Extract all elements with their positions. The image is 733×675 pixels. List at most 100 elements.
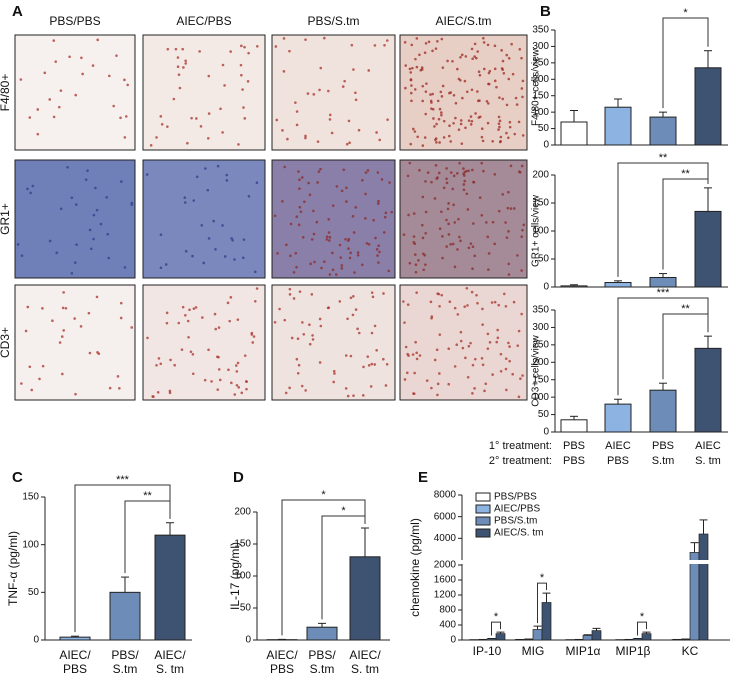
- stain-dot: [507, 77, 511, 81]
- stain-dot: [465, 169, 468, 173]
- significance-bracket: [617, 162, 709, 277]
- stain-dot: [354, 308, 358, 311]
- stain-dot: [68, 55, 71, 59]
- stain-dot: [502, 71, 506, 75]
- column-header: AIEC/S.tm: [435, 14, 491, 28]
- stain-dot: [119, 180, 123, 183]
- stain-dot: [247, 51, 250, 55]
- stain-dot: [495, 340, 499, 344]
- treatment-value: PBS: [563, 455, 585, 467]
- stain-dot: [235, 370, 239, 373]
- stain-dot: [426, 171, 430, 174]
- significance-bracket: [537, 582, 547, 624]
- stain-dot: [297, 170, 300, 173]
- stain-dot: [370, 331, 374, 335]
- stain-dot: [219, 107, 222, 111]
- stain-dot: [412, 392, 415, 395]
- y-tick-label: 100: [22, 539, 39, 550]
- stain-dot: [471, 57, 474, 61]
- stain-dot: [210, 380, 213, 383]
- stain-dot: [194, 306, 198, 309]
- legend-swatch: [475, 516, 491, 526]
- stain-dot: [70, 272, 74, 275]
- stain-dot: [438, 227, 442, 230]
- stain-dot: [418, 354, 422, 357]
- stain-dot: [507, 57, 511, 60]
- stain-dot: [195, 117, 198, 120]
- stain-dot: [183, 196, 187, 199]
- y-tick-label: 150: [532, 374, 549, 385]
- stain-dot: [459, 78, 462, 82]
- stain-dot: [295, 110, 299, 113]
- stain-dot: [382, 357, 385, 361]
- stain-dot: [330, 131, 334, 135]
- stain-dot: [385, 362, 389, 366]
- stain-dot: [375, 348, 378, 352]
- stain-dot: [61, 306, 65, 310]
- stain-dot: [507, 136, 510, 140]
- stain-dot: [415, 65, 419, 69]
- stain-dot: [242, 238, 246, 241]
- stain-dot: [458, 235, 461, 239]
- stain-dot: [55, 251, 58, 255]
- stain-dot: [465, 90, 469, 94]
- stain-dot: [340, 267, 344, 270]
- stain-dot: [182, 66, 185, 69]
- significance-bracket: [662, 17, 709, 109]
- stain-dot: [482, 36, 485, 40]
- y-tick-label: 6000: [434, 511, 457, 522]
- y-tick-label: 0: [245, 635, 251, 646]
- stain-dot: [172, 97, 176, 101]
- stain-dot: [240, 73, 243, 77]
- stain-dot: [195, 175, 199, 179]
- stain-dot: [334, 273, 338, 276]
- stain-dot: [312, 209, 315, 213]
- significance-label: **: [659, 152, 668, 164]
- stain-dot: [462, 167, 465, 170]
- stain-dot: [515, 103, 519, 106]
- stain-dot: [413, 88, 417, 91]
- stain-dot: [345, 142, 349, 146]
- stain-dot: [390, 210, 394, 214]
- stain-dot: [333, 372, 336, 375]
- stain-dot: [476, 301, 479, 305]
- stain-dot: [328, 273, 332, 276]
- legend-label: PBS/S.tm: [494, 516, 537, 527]
- stain-dot: [130, 326, 134, 329]
- stain-dot: [373, 363, 377, 366]
- y-tick-label: 0: [33, 635, 39, 646]
- stain-dot: [438, 372, 441, 375]
- stain-dot: [310, 293, 314, 296]
- stain-dot: [406, 174, 410, 178]
- stain-dot: [54, 60, 58, 63]
- stain-dot: [469, 123, 473, 126]
- stain-dot: [375, 248, 379, 251]
- stain-dot: [237, 386, 241, 389]
- stain-dot: [168, 389, 172, 393]
- stain-dot: [29, 191, 32, 195]
- x-tick-label: AIEC/: [154, 648, 186, 662]
- stain-dot: [352, 295, 355, 298]
- stain-dot: [362, 365, 365, 369]
- stain-dot: [166, 125, 169, 129]
- stain-dot: [508, 120, 512, 124]
- stain-dot: [43, 71, 47, 75]
- stain-dot: [327, 217, 331, 221]
- stain-dot: [176, 56, 180, 59]
- stain-dot: [365, 242, 369, 245]
- stain-dot: [462, 183, 466, 186]
- stain-dot: [453, 365, 457, 368]
- stain-dot: [467, 246, 471, 250]
- stain-dot: [346, 317, 349, 321]
- stain-dot: [386, 39, 389, 42]
- stain-dot: [226, 301, 230, 305]
- stain-dot: [204, 167, 207, 170]
- stain-dot: [361, 394, 365, 397]
- stain-dot: [352, 231, 356, 234]
- stain-dot: [441, 66, 445, 69]
- stain-dot: [367, 242, 371, 246]
- stain-dot: [475, 56, 478, 60]
- stain-dot: [230, 381, 233, 385]
- stain-dot: [106, 232, 110, 236]
- stain-dot: [325, 238, 329, 241]
